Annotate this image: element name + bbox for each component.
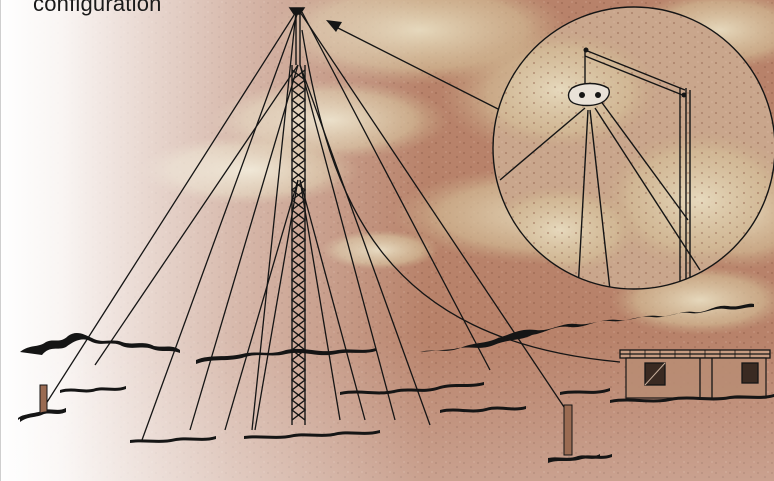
diagram-caption: configuration xyxy=(33,0,162,16)
equipment-hut-icon xyxy=(610,349,774,403)
guy-wires xyxy=(41,11,621,441)
ground-silhouette xyxy=(20,303,754,461)
pointer-arrow-icon xyxy=(326,20,501,111)
guy-anchor-icon xyxy=(18,384,600,463)
magnified-detail-icon xyxy=(492,6,774,290)
antenna-mast-icon xyxy=(288,7,307,425)
